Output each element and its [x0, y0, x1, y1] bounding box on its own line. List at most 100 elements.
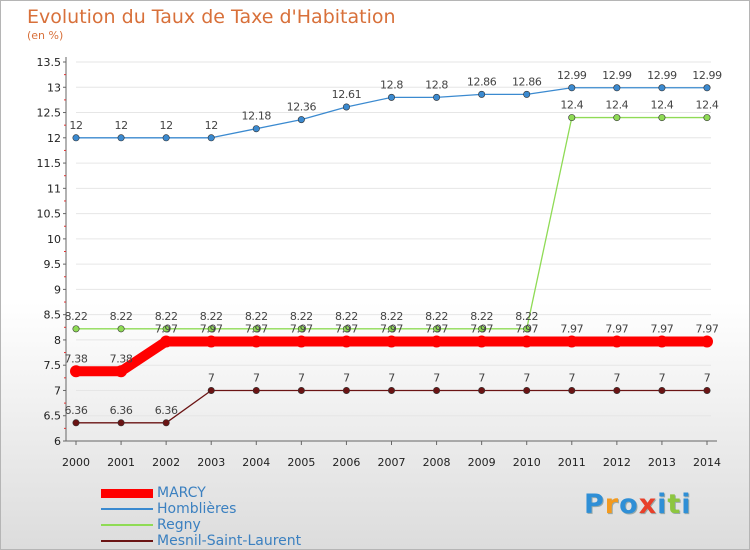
y-tick-label: 8 — [54, 334, 61, 347]
data-point — [387, 325, 395, 333]
data-point — [207, 134, 215, 142]
data-point — [340, 335, 353, 348]
data-point — [703, 84, 711, 92]
data-point — [295, 335, 308, 348]
data-point — [297, 116, 305, 124]
x-tick-label: 2005 — [287, 456, 315, 469]
x-tick-label: 2010 — [513, 456, 541, 469]
data-point — [72, 419, 80, 427]
data-label: 8.22 — [245, 310, 268, 323]
chart-title: Evolution du Taux de Taxe d'Habitation — [27, 6, 396, 28]
data-point — [478, 90, 486, 98]
data-label: 7 — [208, 371, 215, 384]
y-tick-label: 7.5 — [44, 359, 62, 372]
legend-swatch — [101, 488, 153, 498]
data-point — [297, 386, 305, 394]
data-label: 12.99 — [647, 69, 677, 82]
data-label: 8.22 — [335, 310, 358, 323]
y-tick-label: 7 — [54, 384, 61, 397]
x-tick-label: 2011 — [558, 456, 586, 469]
y-tick-label: 6.5 — [44, 410, 62, 423]
data-point — [117, 419, 125, 427]
data-point — [433, 325, 441, 333]
x-tick-label: 2001 — [107, 456, 135, 469]
data-point — [613, 84, 621, 92]
data-label: 7.97 — [560, 322, 583, 335]
data-point — [72, 325, 80, 333]
x-tick-label: 2004 — [242, 456, 270, 469]
data-point — [523, 90, 531, 98]
data-label: 6.36 — [110, 404, 133, 417]
data-label: 8.22 — [515, 310, 538, 323]
data-point — [342, 103, 350, 111]
data-label: 7 — [659, 371, 666, 384]
y-tick-label: 12.5 — [37, 107, 62, 120]
legend-label: MARCY — [157, 485, 206, 501]
legend-label: Regny — [157, 517, 201, 533]
data-label: 7 — [388, 371, 395, 384]
legend-item: Mesnil-Saint-Laurent — [101, 533, 301, 549]
data-point — [433, 386, 441, 394]
data-point — [475, 335, 488, 348]
data-point — [252, 325, 260, 333]
x-tick-label: 2003 — [197, 456, 225, 469]
data-point — [568, 84, 576, 92]
data-point — [520, 335, 533, 348]
proxiti-logo: Proxiti — [584, 489, 692, 520]
data-label: 12.99 — [557, 69, 587, 82]
data-point — [658, 84, 666, 92]
data-point — [387, 386, 395, 394]
data-point — [658, 386, 666, 394]
y-tick-label: 9 — [54, 283, 61, 296]
data-label: 12.4 — [696, 99, 719, 112]
chart-legend: MARCY Homblières Regny Mesnil-Saint-Laurent — [101, 485, 301, 549]
data-point — [252, 125, 260, 133]
y-tick-label: 9.5 — [44, 258, 62, 271]
data-point — [613, 114, 621, 122]
data-label: 12.86 — [467, 75, 497, 88]
data-label: 7 — [253, 371, 260, 384]
x-tick-label: 2007 — [378, 456, 406, 469]
legend-label: Homblières — [157, 501, 237, 517]
data-point — [701, 335, 713, 348]
data-point — [115, 365, 128, 378]
legend-swatch — [101, 508, 153, 510]
x-tick-label: 2008 — [423, 456, 451, 469]
data-label: 7.97 — [245, 322, 268, 335]
y-tick-label: 11 — [47, 182, 61, 195]
data-point — [297, 325, 305, 333]
data-label: 7.97 — [200, 322, 223, 335]
data-point — [523, 386, 531, 394]
data-label: 8.22 — [200, 310, 223, 323]
data-label: 8.22 — [65, 310, 88, 323]
x-tick-label: 2006 — [332, 456, 360, 469]
y-tick-label: 13.5 — [37, 56, 62, 69]
data-point — [160, 335, 173, 348]
data-label: 6.36 — [65, 404, 88, 417]
chart-unit-label: (en %) — [27, 29, 64, 42]
x-tick-label: 2009 — [468, 456, 496, 469]
data-label: 12 — [69, 119, 82, 132]
data-label: 7.97 — [470, 322, 493, 335]
data-label: 7 — [704, 371, 711, 384]
data-label: 7.38 — [65, 352, 88, 365]
data-point — [568, 386, 576, 394]
data-label: 7.97 — [335, 322, 358, 335]
data-label: 8.22 — [290, 310, 313, 323]
legend-label: Mesnil-Saint-Laurent — [157, 533, 302, 549]
data-label: 7.97 — [605, 322, 628, 335]
legend-swatch — [101, 524, 153, 526]
data-point — [478, 325, 486, 333]
data-label: 12.4 — [560, 99, 583, 112]
data-label: 12.4 — [650, 99, 673, 112]
data-label: 7.97 — [290, 322, 313, 335]
data-point — [703, 386, 711, 394]
data-point — [207, 325, 215, 333]
data-label: 7 — [523, 371, 530, 384]
data-point — [72, 134, 80, 142]
data-label: 12.36 — [287, 101, 317, 114]
data-point — [433, 93, 441, 101]
legend-swatch — [101, 540, 153, 542]
x-tick-label: 2012 — [603, 456, 631, 469]
data-label: 12.99 — [692, 69, 722, 82]
